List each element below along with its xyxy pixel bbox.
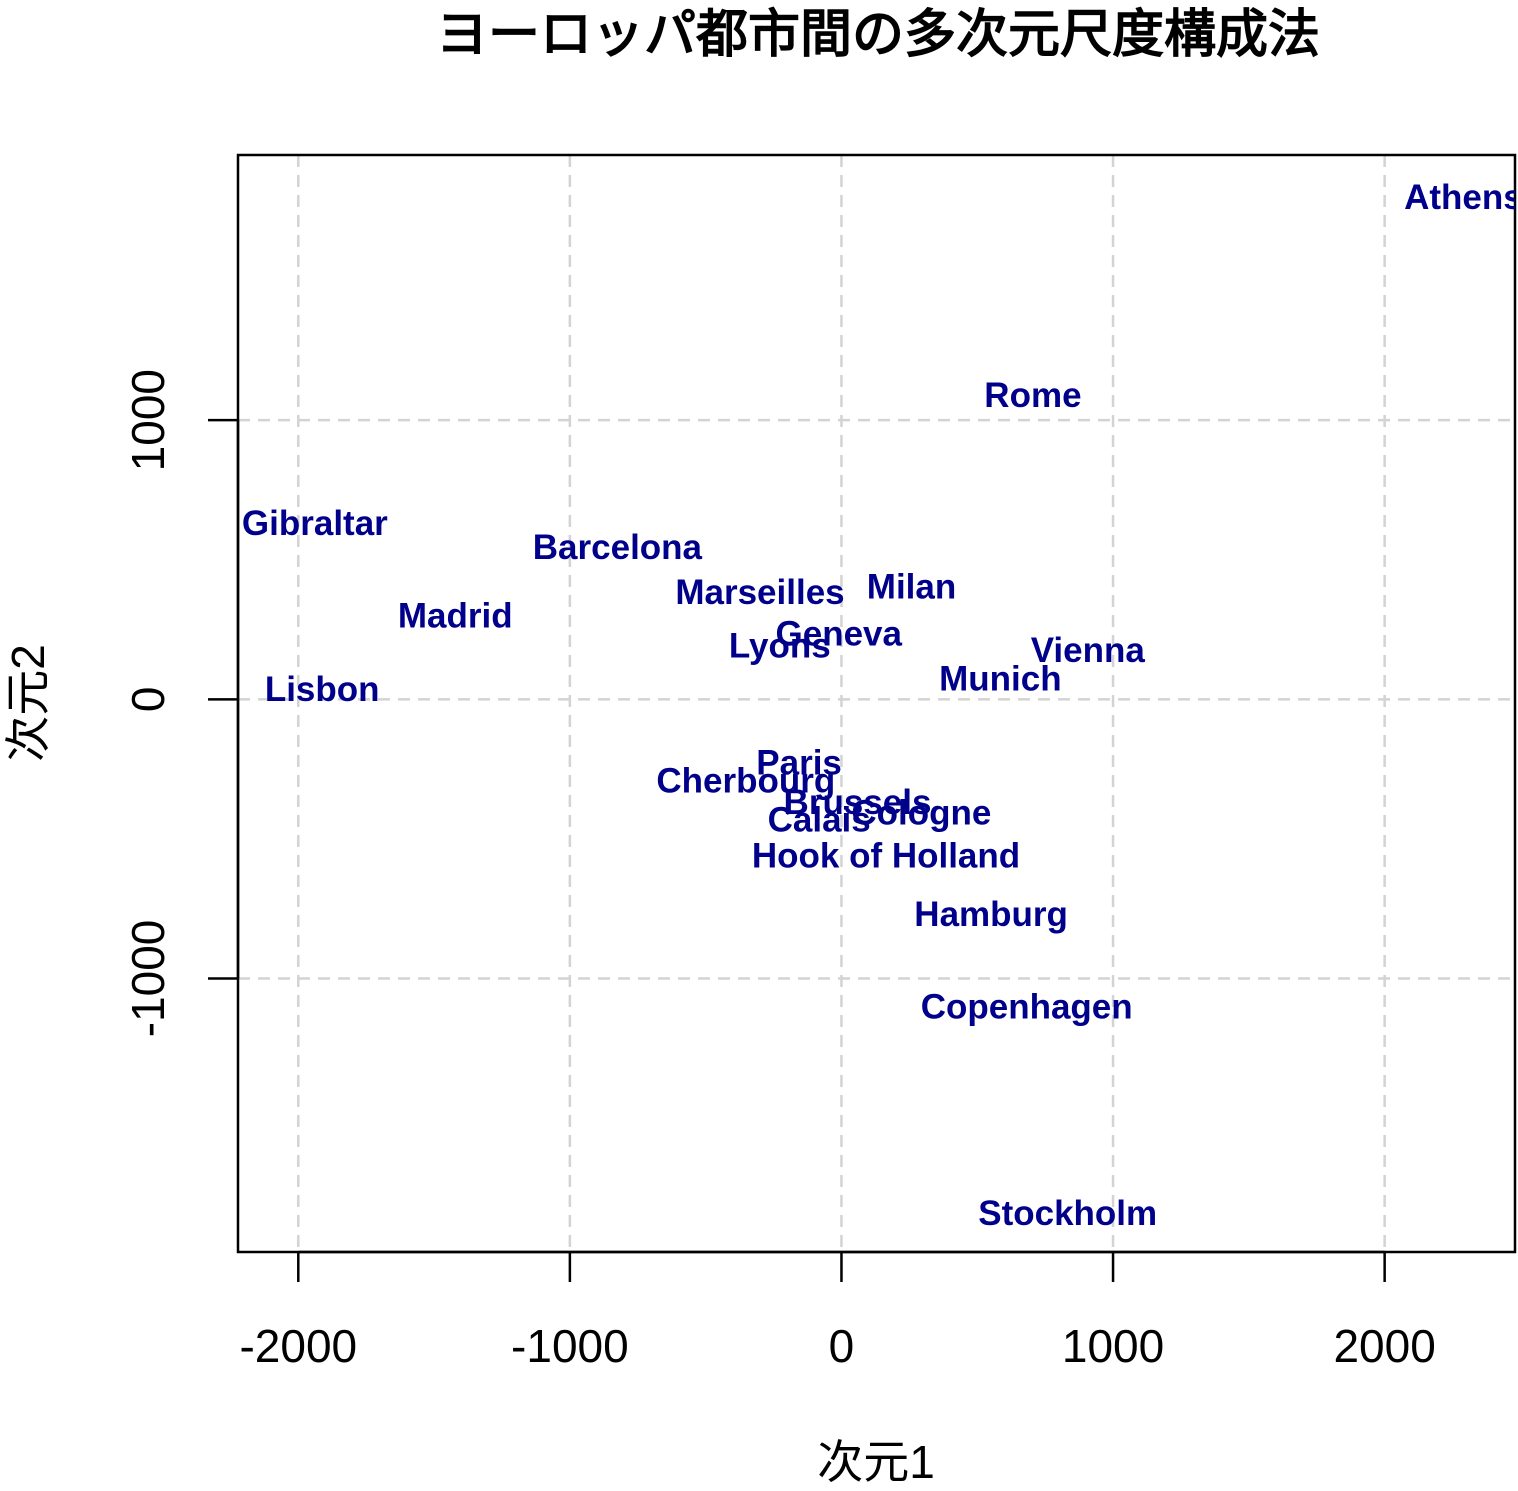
point-label: Lisbon: [265, 670, 380, 709]
point-label: Brussels: [784, 783, 932, 822]
point-label: Vienna: [1031, 631, 1146, 670]
y-axis-title: 次元2: [2, 644, 54, 762]
chart-title: ヨーロッパ都市間の多次元尺度構成法: [436, 6, 1320, 64]
point-label: Hamburg: [914, 895, 1068, 934]
point-label: Geneva: [776, 614, 903, 653]
point-label: Madrid: [398, 596, 513, 635]
x-tick-label: 0: [829, 1320, 855, 1372]
x-tick-label: -1000: [511, 1320, 629, 1372]
point-label: Paris: [756, 743, 842, 782]
point-label: Lyons: [729, 627, 831, 666]
x-axis: -2000 -1000 0 1000 2000: [239, 1250, 1436, 1372]
point-label: Barcelona: [533, 528, 703, 567]
y-tick-label: 0: [122, 687, 174, 713]
point-label: Cherbourg: [656, 761, 835, 800]
x-tick-label: 1000: [1062, 1320, 1164, 1372]
point-label: Stockholm: [978, 1194, 1157, 1233]
point-label: Rome: [984, 376, 1081, 415]
point-label: Munich: [939, 659, 1061, 698]
y-axis: -1000 0 1000: [122, 369, 240, 1038]
point-label: Calais: [768, 800, 871, 839]
point-label: Milan: [867, 567, 956, 606]
x-axis-title: 次元1: [817, 1436, 935, 1486]
point-label: Athens: [1404, 178, 1518, 217]
grid-lines: [238, 155, 1515, 1252]
point-label: Cologne: [851, 793, 991, 832]
x-tick-label: 2000: [1333, 1320, 1435, 1372]
point-label: Hook of Holland: [752, 837, 1020, 876]
x-tick-label: -2000: [239, 1320, 357, 1372]
point-label: Marseilles: [675, 573, 844, 612]
y-tick-label: 1000: [122, 369, 174, 471]
point-label: Gibraltar: [242, 504, 388, 543]
plot-frame: [236, 153, 1517, 1254]
y-tick-label: -1000: [122, 920, 174, 1038]
point-label: Copenhagen: [921, 987, 1133, 1026]
